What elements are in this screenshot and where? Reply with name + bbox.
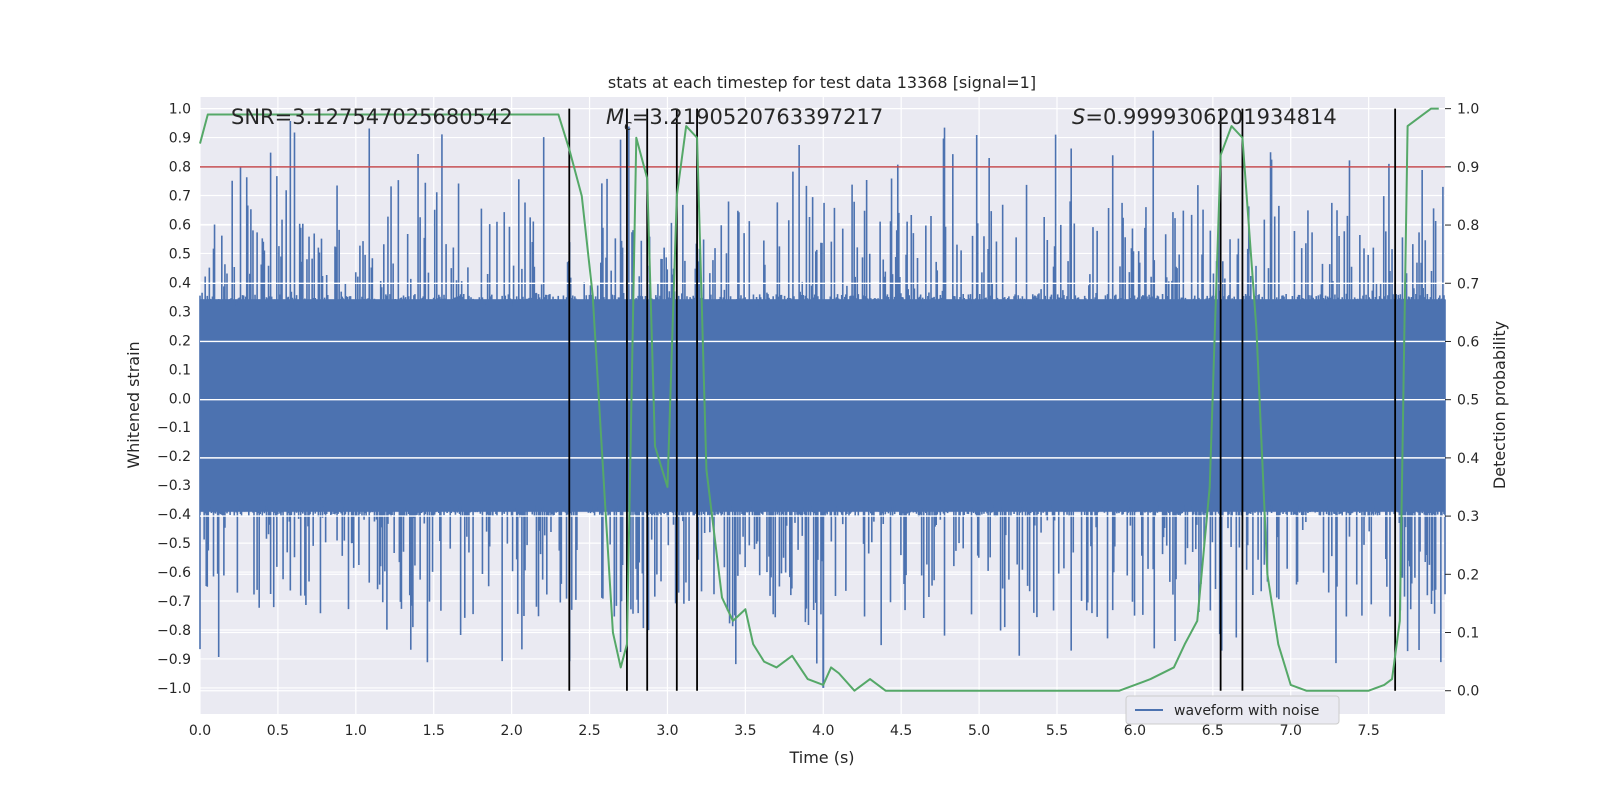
x-tick-label: 4.0 (812, 723, 834, 739)
y-left-tick-label: −0.1 (157, 420, 191, 436)
y-right-tick-label: 0.2 (1457, 567, 1479, 583)
y-right-tick-label: 0.1 (1457, 626, 1479, 642)
y-left-tick-label: −0.4 (157, 507, 191, 523)
y-left-tick-label: −0.2 (157, 449, 191, 465)
legend: waveform with noise (1125, 695, 1340, 725)
x-tick-label: 5.0 (968, 723, 990, 739)
x-tick-label: 2.0 (501, 723, 523, 739)
x-tick-label: 1.0 (345, 723, 367, 739)
y-left-tick-label: 0.5 (169, 246, 191, 262)
chirp-mass-annotation: Mc=3.2190520763397217 (606, 105, 883, 134)
y-right-tick-label: 0.6 (1457, 334, 1479, 350)
x-tick-label: 6.5 (1202, 723, 1224, 739)
y-left-tick-label: 0.1 (169, 362, 191, 378)
chirp-mass-value: =3.2190520763397217 (632, 105, 883, 129)
snr-annotation: SNR=3.127547025680542 (231, 105, 513, 129)
x-tick-label: 6.0 (1124, 723, 1146, 739)
probability-layer (199, 107, 1439, 692)
chart-title: stats at each timestep for test data 133… (608, 73, 1036, 92)
y-left-tick-label: 0.4 (169, 275, 191, 291)
x-tick-label: 3.5 (734, 723, 756, 739)
y-left-tick-label: 0.8 (169, 160, 191, 176)
chirp-mass-subscript: c (624, 118, 632, 134)
waveform-with-noise-line (199, 120, 1446, 665)
x-tick-label: 0.5 (267, 723, 289, 739)
legend-box (1125, 695, 1340, 725)
y-right-tick-label: 1.0 (1457, 102, 1479, 118)
y-left-tick-label: −0.3 (157, 478, 191, 494)
x-tick-label: 7.5 (1358, 723, 1380, 739)
y-left-tick-label: −0.5 (157, 536, 191, 552)
y-left-tick-label: −0.9 (157, 652, 191, 668)
x-tick-label: 0.0 (189, 723, 211, 739)
y-axis-left-label: Whitened strain (124, 341, 143, 468)
y-right-tick-label: 0.7 (1457, 276, 1479, 292)
detection-probability-line (199, 107, 1439, 692)
y-left-tick-label: −0.6 (157, 565, 191, 581)
x-tick-label: 5.5 (1046, 723, 1068, 739)
y-left-tick-label: 1.0 (169, 102, 191, 118)
x-tick-label: 4.5 (890, 723, 912, 739)
score-annotation: S=0.9999306201934814 (1072, 105, 1337, 129)
x-tick-label: 1.5 (423, 723, 445, 739)
x-tick-label: 7.0 (1280, 723, 1302, 739)
y-left-tick-label: −0.8 (157, 623, 191, 639)
waveform-layer (199, 120, 1446, 688)
y-right-tick-label: 0.9 (1457, 160, 1479, 176)
score-value: =0.9999306201934814 (1085, 105, 1336, 129)
tick-layer: 0.0 0.5 1.0 1.5 2.0 2.5 3.0 3.5 4.0 4.5 5.0 5.5 6.0 6… (157, 102, 1479, 739)
x-tick-label: 2.5 (578, 723, 600, 739)
x-axis-label: Time (s) (788, 748, 854, 767)
y-axis-right-label: Detection probability (1490, 321, 1509, 489)
x-tick-label: 3.0 (656, 723, 678, 739)
y-right-tick-label: 0.4 (1457, 451, 1479, 467)
chirp-mass-symbol: M (606, 105, 624, 129)
y-right-tick-label: 0.5 (1457, 393, 1479, 409)
y-right-tick-label: 0.0 (1457, 684, 1479, 700)
y-left-tick-label: 0.3 (169, 304, 191, 320)
y-right-tick-label: 0.3 (1457, 509, 1479, 525)
legend-label: waveform with noise (1174, 703, 1319, 719)
y-right-tick-label: 0.8 (1457, 218, 1479, 234)
y-left-tick-label: 0.2 (169, 333, 191, 349)
y-left-tick-label: 0.6 (169, 217, 191, 233)
y-left-tick-label: 0.9 (169, 131, 191, 147)
score-symbol: S (1072, 105, 1085, 129)
y-left-tick-label: −1.0 (157, 681, 191, 697)
y-left-tick-label: 0.0 (169, 391, 191, 407)
y-left-tick-label: −0.7 (157, 594, 191, 610)
y-left-tick-label: 0.7 (169, 188, 191, 204)
